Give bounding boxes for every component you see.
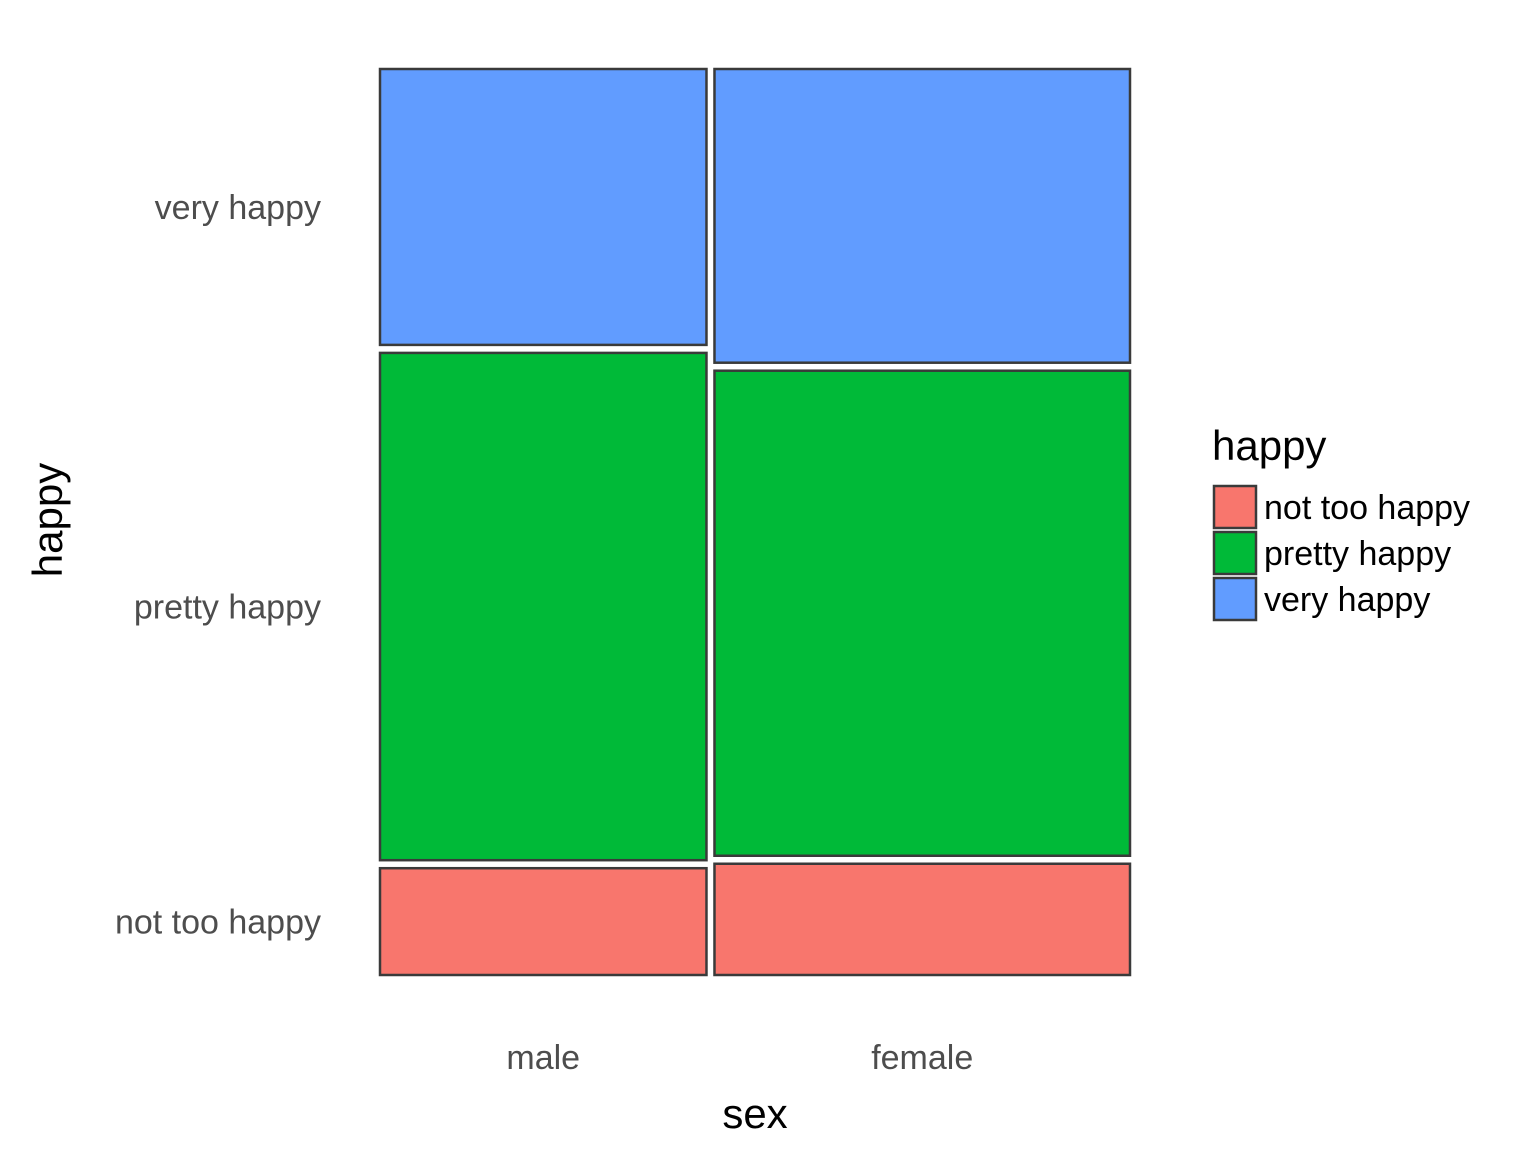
tile-female-not-too-happy	[713, 862, 1132, 977]
y-axis-ticks: not too happy pretty happy very happy	[115, 189, 321, 942]
x-tick-label-male: male	[506, 1039, 580, 1077]
x-axis-title: sex	[722, 1090, 787, 1137]
legend-keys: not too happy pretty happy very happy	[1212, 484, 1470, 622]
legend-label-not-too-happy: not too happy	[1264, 489, 1470, 527]
legend-key-pretty-happy	[1212, 530, 1258, 576]
legend-title: happy	[1212, 422, 1326, 469]
y-tick-label-very-happy: very happy	[155, 189, 321, 227]
y-axis-title: happy	[24, 463, 71, 577]
x-tick-label-female: female	[871, 1039, 973, 1077]
tile-female-pretty-happy	[713, 369, 1132, 857]
tile-male-pretty-happy	[378, 351, 708, 862]
plot-panel	[378, 67, 1132, 977]
legend-key-not-too-happy	[1212, 484, 1258, 530]
y-tick-label-not-too-happy: not too happy	[115, 904, 321, 942]
legend: happy not too happy pretty happy very happ…	[1212, 422, 1470, 622]
tile-male-not-too-happy	[378, 866, 708, 977]
legend-label-very-happy: very happy	[1264, 581, 1430, 619]
legend-label-pretty-happy: pretty happy	[1264, 535, 1451, 573]
x-axis-ticks: male female	[506, 1039, 973, 1077]
legend-key-very-happy	[1212, 576, 1258, 622]
tile-female-very-happy	[713, 67, 1132, 364]
y-tick-label-pretty-happy: pretty happy	[134, 589, 321, 627]
tile-male-very-happy	[378, 67, 708, 347]
